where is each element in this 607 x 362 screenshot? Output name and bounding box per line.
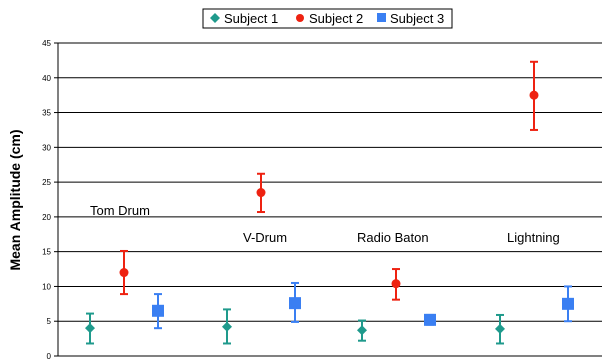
axes	[54, 42, 602, 357]
y-axis-title: Mean Amplitude (cm)	[7, 129, 23, 270]
group-label-v-drum: V-Drum	[243, 230, 287, 245]
legend: Subject 1 Subject 2 Subject 3	[202, 8, 453, 29]
y-tick-label: 20	[42, 213, 51, 222]
legend-box	[202, 8, 453, 29]
y-tick-label: 25	[42, 178, 51, 187]
point-subject-2-radio-baton	[391, 279, 401, 289]
group-label-lightning: Lightning	[507, 230, 560, 245]
legend-marker-square	[377, 13, 386, 22]
y-tick-label: 30	[42, 143, 51, 152]
y-tick-label: 40	[42, 74, 51, 83]
point-subject-3-tom-drum	[152, 304, 164, 317]
legend-item-subject-2: Subject 2	[296, 11, 363, 26]
point-subject-3-radio-baton	[424, 313, 436, 326]
point-subject-1-radio-baton	[357, 325, 367, 336]
data-marks	[85, 60, 574, 345]
gridlines	[58, 42, 602, 322]
point-subject-2-v-drum	[256, 188, 266, 198]
y-tick-labels: 0 5 10 15 20 25 30 35 40 45	[42, 39, 51, 361]
point-subject-1-lightning	[495, 323, 505, 334]
legend-label: Subject 1	[224, 11, 278, 26]
legend-item-subject-3: Subject 3	[377, 11, 444, 26]
point-subject-3-v-drum	[289, 297, 301, 310]
group-label-tom-drum: Tom Drum	[90, 203, 150, 218]
y-tick-label: 35	[42, 109, 51, 118]
y-tick-label: 0	[47, 352, 52, 361]
group-label-radio-baton: Radio Baton	[357, 230, 429, 245]
y-tick-label: 5	[47, 317, 52, 326]
legend-label: Subject 3	[390, 11, 444, 26]
y-tick-label: 45	[42, 39, 51, 48]
point-subject-3-lightning	[562, 297, 574, 310]
legend-label: Subject 2	[309, 11, 363, 26]
legend-item-subject-1: Subject 1	[210, 11, 278, 26]
point-subject-2-tom-drum	[119, 268, 129, 278]
legend-marker-diamond	[210, 13, 220, 23]
point-subject-2-lightning	[529, 90, 539, 100]
y-tick-label: 10	[42, 282, 51, 291]
point-subject-1-v-drum	[222, 321, 232, 332]
point-subject-1-tom-drum	[85, 323, 95, 334]
legend-marker-circle	[296, 14, 304, 22]
y-tick-label: 15	[42, 248, 51, 257]
